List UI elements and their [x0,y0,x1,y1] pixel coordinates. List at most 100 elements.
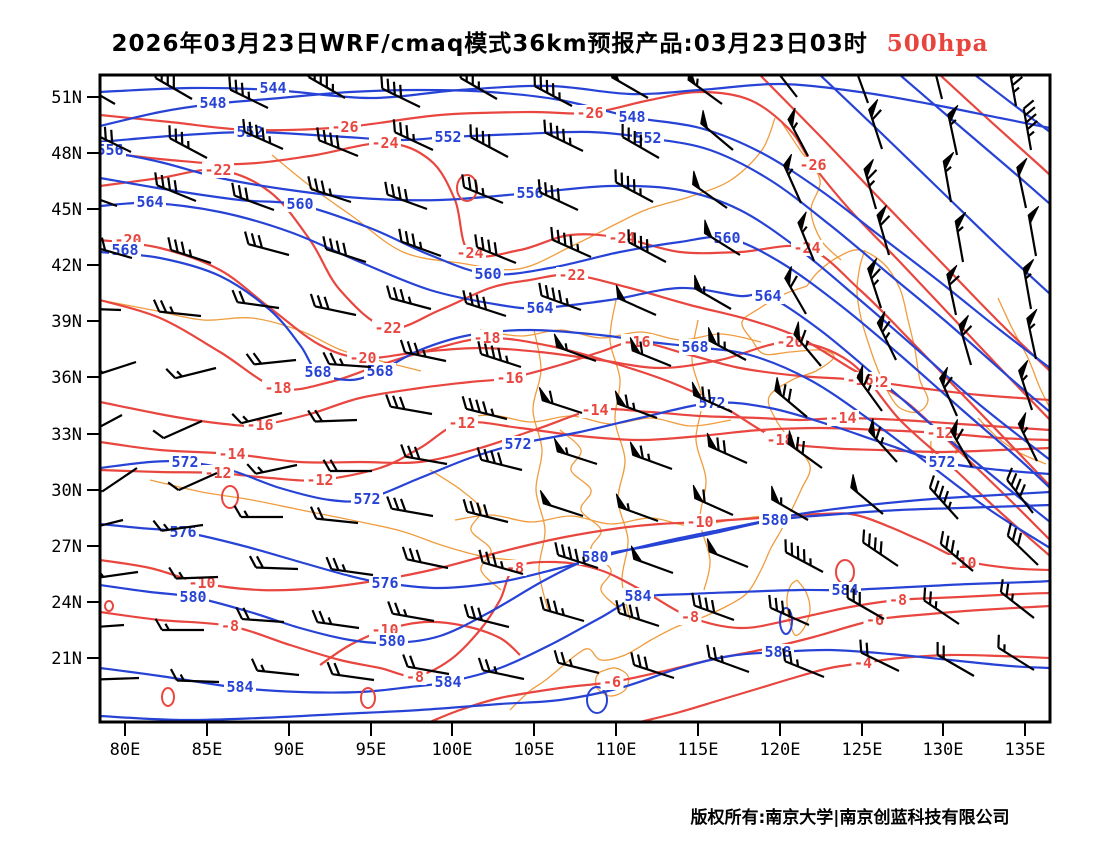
closed-contour-loop [105,601,113,611]
wind-barb [235,506,284,517]
wind-barb [783,648,824,677]
map-frame [100,75,1050,722]
wind-barb [386,394,432,414]
contour-label: -12 [448,414,475,432]
lat-tick-label: 36N [51,368,82,388]
wind-barb [245,232,289,255]
wind-barb [313,610,359,628]
temp-contour-line [100,342,1050,426]
wind-barb [785,539,823,572]
wind-barb [311,294,356,315]
wind-barb [464,499,508,522]
contour-label: -26 [331,118,358,136]
lat-tick-label: 45N [51,200,82,220]
contour-label: 568 [681,338,708,356]
lon-tick-label: 80E [110,740,141,760]
wind-barb [707,433,747,463]
contour-label: -22 [204,161,231,179]
wind-barb [88,568,138,578]
wind-barb [171,669,219,682]
copyright-footer: 版权所有:南京大学|南京创蓝科技有限公司 [600,803,1100,828]
contour-label: -16 [496,369,523,387]
lon-tick-label: 90E [274,740,305,760]
wind-barb [388,601,434,621]
contour-label: 560 [474,265,501,283]
wind-barb [308,410,357,421]
lat-tick-label: 48N [51,144,82,164]
lat-tick-label: 39N [51,312,82,332]
lon-tick-label: 115E [678,740,719,760]
contour-label: 564 [136,193,163,211]
contour-label: 584 [226,678,253,696]
wind-barb [385,182,427,209]
wind-barb [247,353,296,364]
wind-barb [924,588,959,624]
contour-label: -26 [799,156,826,174]
temp-contour-line [320,622,520,665]
contour-label: 568 [304,363,331,381]
height-contour-line [820,75,1050,294]
contour-label: -12 [306,471,333,489]
temperature-contours [100,75,1050,722]
height-contour-line [100,492,1050,588]
wind-barb [1029,206,1039,256]
wind-barb [169,125,207,158]
wind-barb [154,300,201,316]
contour-label: -18 [473,329,500,347]
height-contours [100,75,1050,720]
contour-label: 580 [761,511,788,529]
contour-label: 552 [434,128,461,146]
wind-barb [461,65,497,99]
wind-barb [156,65,192,99]
wind-barb [470,124,508,157]
contour-label: 572 [171,453,198,471]
contour-label: -8 [889,591,907,609]
wind-barb [381,76,420,107]
wind-barb [540,597,584,621]
temp-contour-line [100,170,1050,540]
lon-tick-label: 130E [923,740,964,760]
wind-barb [863,530,898,566]
contour-label: 572 [504,435,531,453]
contour-label: 560 [713,229,740,247]
lon-tick-label: 110E [596,740,637,760]
lon-tick-label: 95E [356,740,387,760]
lon-tick-label: 105E [514,740,555,760]
wind-barb [1024,259,1034,309]
lat-tick-label: 30N [51,481,82,501]
contour-labels: -26-26-26-24-24-24-24-22-22-22-22-20-20-… [94,79,979,696]
wind-barb [959,315,971,365]
contour-label: 572 [353,490,380,508]
wind-barb [539,179,578,210]
contour-label: -6 [603,673,621,691]
contour-label: 580 [378,632,405,650]
wind-barb [153,421,202,438]
contour-label: 564 [526,299,553,317]
wind-barb [854,54,868,103]
contour-label: -18 [264,379,291,397]
lon-tick-label: 125E [842,740,883,760]
contour-label: 548 [618,108,645,126]
wind-barb [693,485,733,515]
geo-boundary-line [430,470,501,590]
wind-barb [956,212,966,262]
contour-label: -14 [218,445,245,463]
closed-contour-loop [162,688,174,706]
height-contour-line [100,505,1050,643]
wind-barb [250,556,298,569]
contour-label: -10 [686,513,713,531]
contour-label: 572 [928,453,955,471]
contour-label: 564 [754,287,781,305]
wind-barb [1008,523,1038,565]
contour-label: -26 [576,104,603,122]
wind-barb [252,659,299,675]
contour-label: 544 [259,79,286,97]
contour-label: -12 [204,464,231,482]
wind-barb [551,227,591,257]
height-contour-line [900,75,1050,204]
wind-barb [323,236,366,262]
contour-label: 548 [199,94,226,112]
lon-tick-label: 100E [432,740,473,760]
